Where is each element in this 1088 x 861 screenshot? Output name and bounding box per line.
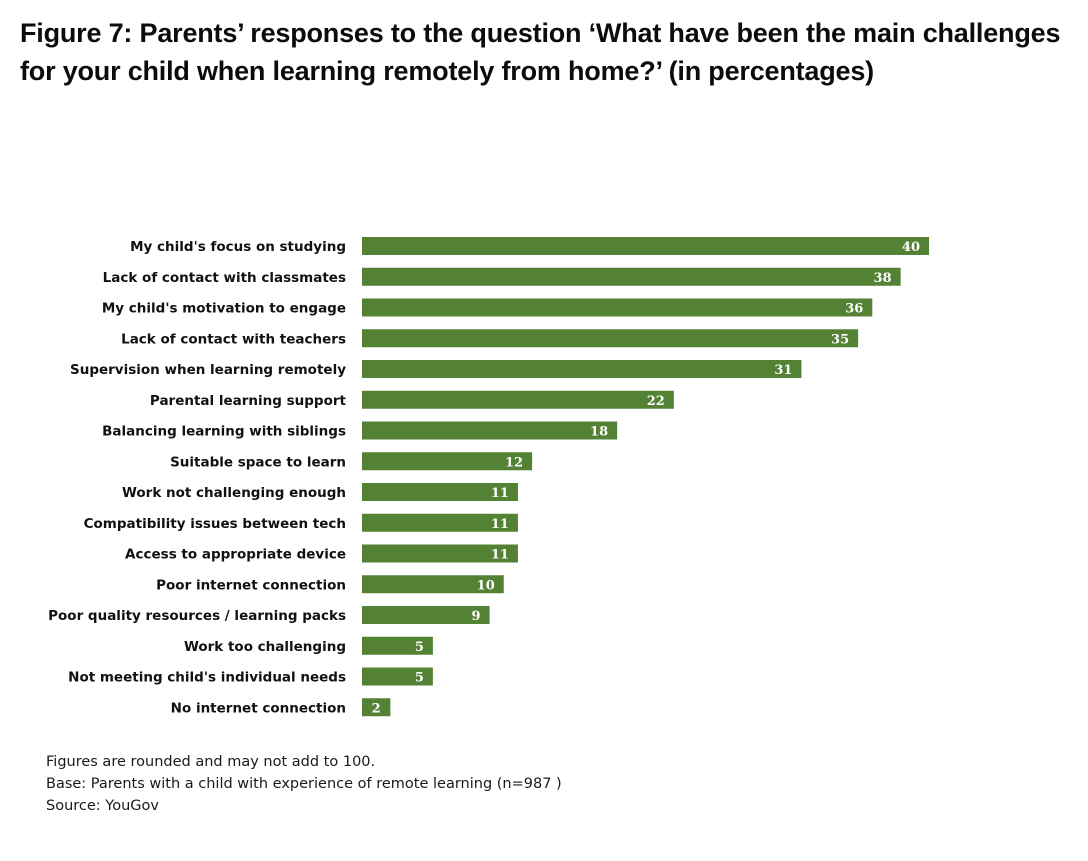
category-label: Access to appropriate device [125,547,346,563]
category-labels: My child's focus on studying Lack of cont… [48,239,346,716]
bar [362,329,859,348]
bar [362,360,802,378]
category-label: Balancing learning with siblings [102,424,346,440]
bar [362,513,518,532]
category-label: Not meeting child's individual needs [68,670,346,686]
category-label: Compatibility issues between tech [84,516,346,532]
category-label: Supervision when learning remotely [70,362,346,378]
value-labels: 40 38 36 35 31 22 18 12 11 11 11 10 9 5 5 2 [372,240,920,716]
value-label: 36 [845,302,863,317]
category-label: Poor internet connection [156,577,346,593]
bar [362,575,504,594]
bar [362,390,674,409]
category-label: Poor quality resources / learning packs [48,608,346,624]
category-label: Suitable space to learn [170,454,346,470]
category-label: My child's motivation to engage [102,301,346,317]
value-label: 10 [477,578,495,593]
bars-layer [362,237,929,717]
category-label: No internet connection [171,700,346,716]
bar [362,698,391,717]
value-label: 40 [902,240,920,255]
bar [362,237,929,255]
rounding-note: Figures are rounded and may not add to 1… [46,754,376,770]
category-label: Lack of contact with classmates [103,270,346,286]
value-label: 35 [831,332,849,347]
value-label: 22 [647,394,665,409]
bar [362,267,901,286]
value-label: 11 [491,517,509,532]
category-label: Work not challenging enough [122,485,346,501]
value-label: 11 [491,548,509,563]
value-label: 2 [372,701,381,716]
value-label: 18 [590,425,608,440]
bar [362,636,433,655]
value-label: 12 [505,455,523,470]
bar [362,452,533,471]
bar [362,421,618,440]
value-label: 5 [415,640,424,655]
bar [362,606,490,624]
bar [362,483,518,501]
base-note: Base: Parents with a child with experien… [46,776,562,792]
value-label: 38 [874,271,892,286]
bar [362,544,518,563]
figure-title: Figure 7: Parents’ responses to the ques… [20,18,1061,86]
bar [362,298,873,317]
category-label: Parental learning support [150,393,347,409]
category-label: Lack of contact with teachers [121,331,346,347]
bar [362,667,433,686]
value-label: 31 [774,363,792,378]
category-label: My child's focus on studying [130,239,346,255]
figure-notes: Figures are rounded and may not add to 1… [46,751,562,817]
value-label: 5 [415,671,424,686]
category-label: Work too challenging [184,639,346,655]
source-note: Source: YouGov [46,798,159,814]
value-label: 9 [472,609,481,624]
value-label: 11 [491,486,509,501]
